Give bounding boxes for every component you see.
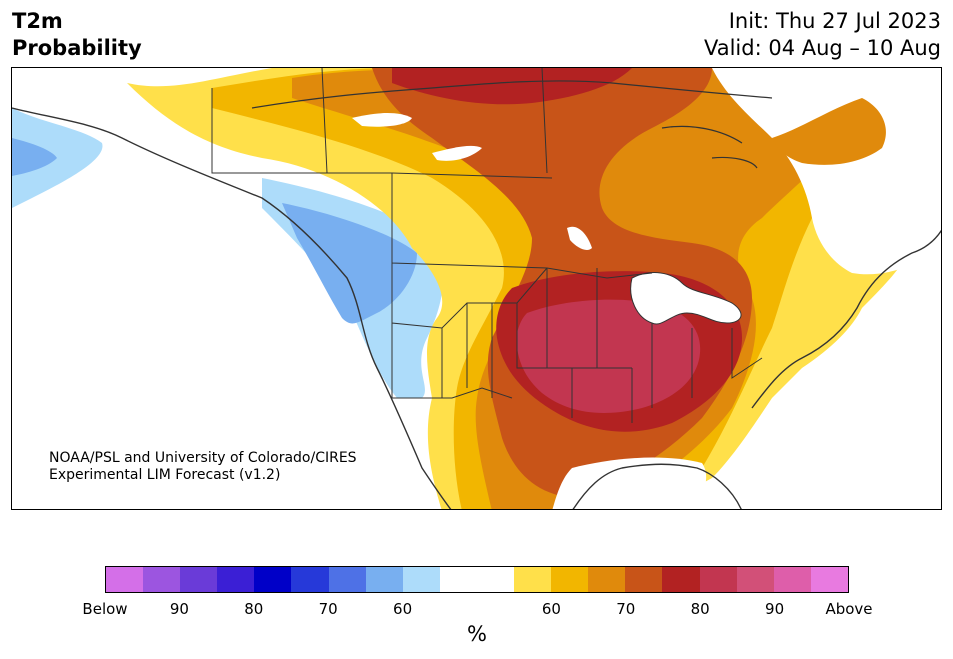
zone-above-80-arctic [392,68,632,105]
colorbar-segment [291,567,329,592]
atlantic-neutral [712,68,941,275]
colorbar-segment [254,567,292,592]
colorbar-segment [662,567,700,592]
colorbar-segment [699,567,737,592]
gulf-neutral [552,457,707,509]
map-panel: NOAA/PSL and University of Colorado/CIRE… [11,67,942,510]
colorbar-tick-label: Above [825,600,873,618]
coastline [12,107,941,509]
colorbar [105,566,849,593]
colorbar-tick-label: 90 [169,600,189,618]
colorbar-segment [551,567,589,592]
colorbar-tick-label: 70 [616,600,636,618]
colorbar-tick-label: 90 [765,600,785,618]
zone-below-60-alaska [12,108,103,208]
colorbar-tick-label: 60 [541,600,561,618]
credit-line-2: Experimental LIM Forecast (v1.2) [49,467,281,483]
colorbar-segment [625,567,663,592]
zone-below-70-pnw [282,203,417,324]
colorbar-segment [476,567,515,592]
colorbar-unit: % [467,622,487,646]
zone-above-70-east-canada [772,98,886,165]
boundaries [211,68,763,423]
credit-line-1: NOAA/PSL and University of Colorado/CIRE… [49,450,357,466]
forecast-dates: Init: Thu 27 Jul 2023 Valid: 04 Aug – 10… [704,8,941,62]
colorbar-tick-label: 60 [393,600,413,618]
coastline-north [251,80,773,169]
colorbar-segment [143,567,181,592]
colorbar-segment [402,567,440,592]
colorbar-segment [736,567,774,592]
colorbar-segment [810,567,848,592]
probability-map [12,68,941,509]
james-bay [567,226,592,251]
colorbar-segment [217,567,255,592]
colorbar-tick-label: 80 [244,600,264,618]
colorbar-segment [365,567,403,592]
colorbar-segment [773,567,811,592]
zone-below-70-alaska [12,138,57,176]
hudson-bay-ice-2 [432,145,482,161]
credit-text: NOAA/PSL and University of Colorado/CIRE… [49,450,357,484]
title-variable: T2m [12,9,63,33]
colorbar-tick-label: 80 [690,600,710,618]
colorbar-segment [439,567,477,592]
colorbar-segment [588,567,626,592]
colorbar-segment [514,567,552,592]
colorbar-tick-label: 70 [318,600,338,618]
init-date: Init: Thu 27 Jul 2023 [728,9,941,33]
colorbar-segment [180,567,218,592]
title-type: Probability [12,36,142,60]
map-title: T2m Probability [12,8,142,62]
colorbar-segment [106,567,144,592]
zone-above-85 [516,299,701,413]
hudson-bay-ice [352,113,412,127]
colorbar-tick-label: Below [82,600,128,618]
valid-range: Valid: 04 Aug – 10 Aug [703,36,941,60]
colorbar-segment [328,567,366,592]
pacific-neutral [12,202,412,509]
